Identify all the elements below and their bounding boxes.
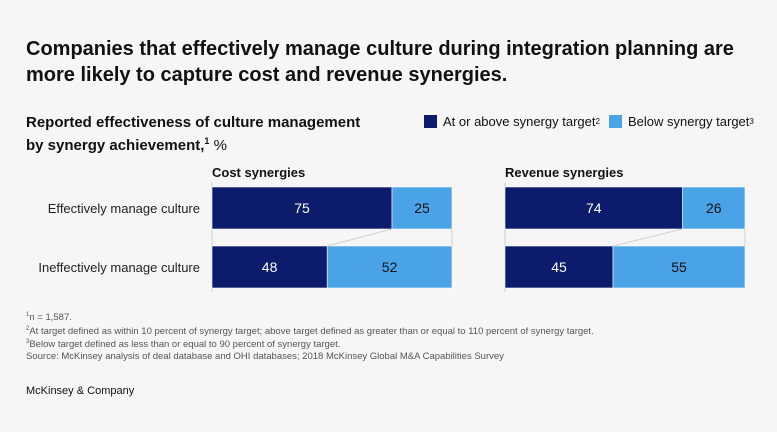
legend-swatch-light	[609, 115, 622, 128]
bar-segment	[211, 186, 393, 230]
legend-sup: 2	[595, 117, 600, 126]
panel-title: Cost synergies	[212, 165, 305, 180]
data-label: 52	[382, 259, 398, 275]
footnote-2: At target defined as within 10 percent o…	[29, 325, 594, 337]
data-label: 45	[551, 259, 567, 275]
legend-sup: 3	[749, 117, 754, 126]
legend-item-above: At or above synergy target 2	[424, 114, 600, 129]
legend-swatch-dark	[424, 115, 437, 128]
data-label: 55	[671, 259, 687, 275]
connector-line	[327, 228, 393, 247]
data-label: 26	[706, 200, 722, 216]
bar-segment	[211, 245, 328, 289]
chart-subtitle: Reported effectiveness of culture manage…	[26, 113, 360, 155]
subtitle-unit: %	[209, 137, 227, 154]
category-label: Ineffectively manage culture	[38, 260, 200, 275]
footnote-3: Below target defined as less than or equ…	[29, 339, 341, 351]
subtitle-line1: Reported effectiveness of culture manage…	[26, 114, 361, 131]
data-label: 75	[294, 200, 310, 216]
data-label: 48	[262, 259, 278, 275]
bar-segment	[612, 245, 746, 289]
bar-segment	[504, 245, 614, 289]
bar-segment	[326, 245, 453, 289]
legend-label: Below synergy target	[628, 114, 750, 129]
legend-item-below: Below synergy target 3	[609, 114, 754, 129]
panel-title: Revenue synergies	[505, 165, 624, 180]
brand-logo: McKinsey & Company	[26, 385, 135, 397]
subtitle-footnote: 1	[204, 136, 210, 146]
connector-line	[612, 228, 683, 247]
bar-segment	[391, 186, 453, 230]
data-label: 25	[414, 200, 430, 216]
legend-label: At or above synergy target	[443, 114, 596, 129]
footnotes: 1n = 1,587. 2At target defined as within…	[26, 312, 594, 362]
data-label: 74	[586, 200, 602, 216]
bar-segment	[504, 186, 683, 230]
subtitle-line2: by synergy achievement,	[26, 137, 205, 154]
page-title: Companies that effectively manage cultur…	[26, 38, 734, 86]
footnote-1: n = 1,587.	[29, 312, 72, 324]
bar-segment	[682, 186, 746, 230]
category-label: Effectively manage culture	[48, 201, 200, 216]
source-note: Source: McKinsey analysis of deal databa…	[26, 350, 504, 362]
